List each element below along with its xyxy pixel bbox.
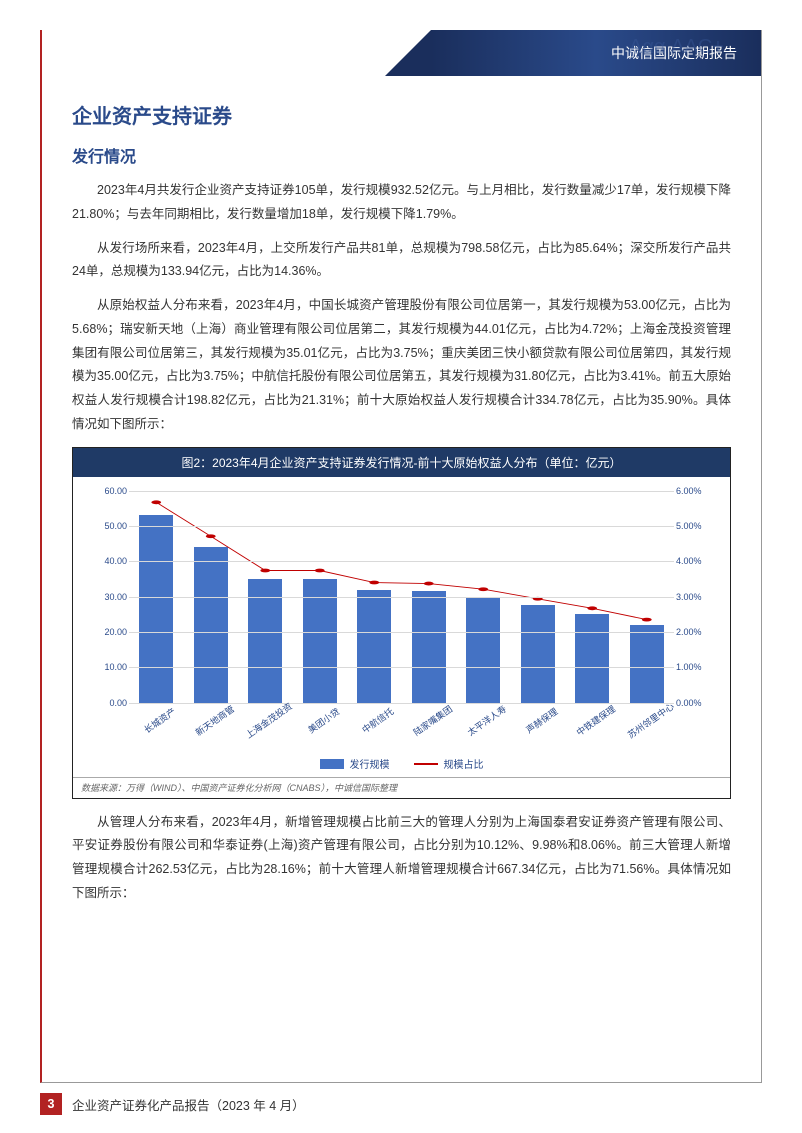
ytick-right: 2.00% (676, 627, 702, 637)
plot-area (129, 491, 674, 703)
paragraph-2: 从发行场所来看，2023年4月，上交所发行产品共81单，总规模为798.58亿元… (72, 237, 731, 285)
ytick-right: 6.00% (676, 486, 702, 496)
grid-line (129, 597, 674, 598)
line-marker (151, 500, 161, 504)
chart-source: 数据来源：万得（WIND）、中国资产证券化分析网（CNABS），中诚信国际整理 (73, 777, 730, 798)
paragraph-3: 从原始权益人分布来看，2023年4月，中国长城资产管理股份有限公司位居第一，其发… (72, 294, 731, 437)
ytick-left: 60.00 (104, 486, 127, 496)
page-footer: 3 企业资产证券化产品报告（2023 年 4 月） (40, 1093, 762, 1115)
paragraph-1: 2023年4月共发行企业资产支持证券105单，发行规模932.52亿元。与上月相… (72, 179, 731, 227)
ytick-left: 10.00 (104, 662, 127, 672)
page-number: 3 (40, 1093, 62, 1115)
grid-line (129, 491, 674, 492)
line-marker (478, 587, 488, 591)
chart-container: 图2：2023年4月企业资产支持证券发行情况-前十大原始权益人分布（单位：亿元）… (72, 447, 731, 799)
ytick-left: 40.00 (104, 556, 127, 566)
grid-line (129, 667, 674, 668)
page-frame: Aαα AAC+ 中诚信国际定期报告 企业资产支持证券 发行情况 2023年4月… (40, 30, 762, 1083)
grid-line (129, 526, 674, 527)
grid-line (129, 703, 674, 704)
ytick-right: 4.00% (676, 556, 702, 566)
content-area: 企业资产支持证券 发行情况 2023年4月共发行企业资产支持证券105单，发行规… (42, 30, 761, 926)
category-labels: 长城资产新天地商管上海金茂投资美团小贷中航信托陆家嘴集团太平洋人寿声赫保理中铁建… (129, 705, 674, 753)
header-band: Aαα AAC+ 中诚信国际定期报告 (431, 30, 761, 76)
swatch-line-icon (414, 763, 438, 765)
line-marker (315, 568, 325, 572)
grid-line (129, 561, 674, 562)
line-marker (369, 580, 379, 584)
chart-area: 0.00 10.00 20.00 30.00 40.00 50.00 60.00 0.00%… (73, 477, 730, 777)
footer-doc-title: 企业资产证券化产品报告（2023 年 4 月） (72, 1095, 305, 1114)
line-marker (424, 581, 434, 585)
section-h2: 发行情况 (72, 143, 731, 167)
ytick-right: 0.00% (676, 698, 702, 708)
line-marker (642, 617, 652, 621)
section-h1: 企业资产支持证券 (72, 100, 731, 129)
line-marker (206, 534, 216, 538)
ytick-left: 20.00 (104, 627, 127, 637)
ytick-left: 30.00 (104, 592, 127, 602)
legend-line: 规模占比 (414, 755, 484, 773)
ytick-left: 0.00 (109, 698, 127, 708)
swatch-bar-icon (320, 759, 344, 769)
header-decoration: Aαα AAC+ (629, 36, 724, 59)
ytick-right: 1.00% (676, 662, 702, 672)
ytick-left: 50.00 (104, 521, 127, 531)
line-marker (260, 568, 270, 572)
chart-legend: 发行规模 规模占比 (73, 755, 730, 773)
legend-bar: 发行规模 (320, 755, 390, 773)
ytick-right: 3.00% (676, 592, 702, 602)
y-axis-left: 0.0010.0020.0030.0040.0050.0060.00 (77, 491, 131, 703)
line-marker (587, 606, 597, 610)
legend-bar-label: 发行规模 (350, 756, 390, 771)
y-axis-right: 0.00%1.00%2.00%3.00%4.00%5.00%6.00% (672, 491, 726, 703)
chart-title: 图2：2023年4月企业资产支持证券发行情况-前十大原始权益人分布（单位：亿元） (73, 448, 730, 477)
paragraph-4: 从管理人分布来看，2023年4月，新增管理规模占比前三大的管理人分别为上海国泰君… (72, 811, 731, 906)
grid-line (129, 632, 674, 633)
ytick-right: 5.00% (676, 521, 702, 531)
legend-line-label: 规模占比 (444, 756, 484, 771)
